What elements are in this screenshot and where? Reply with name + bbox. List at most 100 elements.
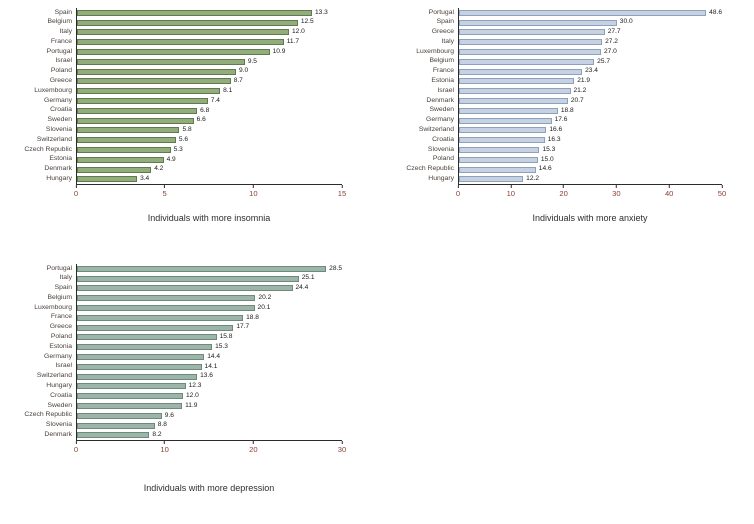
value-label: 24.4 (295, 284, 309, 292)
value-label: 27.0 (604, 47, 617, 55)
tick-mark (721, 185, 723, 189)
category-label: Spain (54, 8, 72, 16)
value-label: 12.5 (300, 18, 314, 26)
bar-track: 8.8 (76, 420, 342, 431)
bar-row: Greece 17.7 (8, 322, 370, 333)
x-axis-tick: 5 (163, 185, 167, 198)
bar-row: Israel 14.1 (8, 361, 370, 372)
tick-mark (75, 185, 77, 189)
value-label: 6.6 (196, 116, 206, 124)
value-label: 23.4 (585, 67, 598, 75)
value-label: 15.3 (215, 342, 228, 350)
bar-row: Germany 7.4 (8, 96, 370, 106)
value-label: 15.0 (540, 155, 554, 163)
value-label: 4.9 (166, 155, 176, 163)
x-axis-tick: 20 (559, 185, 568, 199)
value-label: 3.4 (140, 175, 150, 183)
bar-row: Sweden 18.8 (390, 105, 750, 116)
value-label: 4.2 (154, 165, 164, 173)
value-label: 8.8 (157, 421, 167, 429)
value-label: 30.0 (619, 18, 633, 26)
bar (77, 166, 152, 173)
bar-track: 5.6 (76, 135, 342, 146)
value-label: 8.7 (233, 77, 243, 85)
value-label: 10.9 (272, 47, 286, 55)
value-label: 6.8 (200, 106, 210, 114)
bar-track: 15.3 (458, 145, 722, 155)
value-label: 11.9 (185, 401, 198, 409)
value-label: 11.7 (286, 37, 300, 45)
bar-track: 27.7 (458, 27, 722, 38)
bar-row: Hungary 3.4 (8, 174, 370, 185)
value-label: 28.5 (329, 264, 342, 272)
bar-row: Luxembourg 8.1 (8, 86, 370, 97)
bar (459, 88, 571, 95)
bar-track: 5.8 (76, 125, 342, 136)
tick-label: 0 (73, 189, 79, 199)
category-label: Croatia (50, 391, 72, 399)
category-label: Poland (50, 333, 72, 341)
tick-label: 40 (664, 189, 674, 199)
bar (77, 78, 231, 85)
bar-track: 6.6 (76, 115, 342, 126)
bar-track: 17.7 (76, 322, 342, 333)
bar-track: 10.9 (76, 47, 342, 57)
bar-track: 15.3 (76, 342, 342, 353)
bar (77, 49, 270, 56)
bar-row: Hungary 12.3 (8, 381, 370, 392)
plot-area: Portugal 48.6 Spain 30.0 Greece 27.7 Italy 27.2… (390, 8, 750, 185)
value-label: 17.6 (554, 116, 568, 124)
value-label: 12.3 (188, 382, 202, 390)
bar-track: 8.7 (76, 76, 342, 87)
tick-mark (341, 441, 343, 445)
tick-label: 20 (559, 189, 568, 199)
tick-label: 15 (337, 189, 347, 199)
bar (77, 383, 186, 390)
bar-row: Spain 13.3 (8, 8, 370, 18)
bar-row: Spain 30.0 (390, 17, 750, 28)
value-label: 9.6 (164, 411, 174, 419)
bar-row: Denmark 20.7 (390, 96, 750, 106)
bar-row: Sweden 11.9 (8, 401, 370, 411)
tick-mark (252, 185, 254, 189)
value-label: 5.8 (182, 126, 192, 134)
value-label: 27.7 (607, 28, 621, 36)
tick-mark (615, 185, 617, 189)
bar (77, 9, 312, 16)
axis-spacer (8, 440, 76, 457)
x-axis-tick: 50 (718, 185, 726, 198)
category-label: Hungary (428, 175, 454, 183)
bar-row: Switzerland 13.6 (8, 371, 370, 382)
x-axis-tick: 30 (612, 185, 621, 198)
x-axis: 0 5 10 15 (8, 184, 370, 201)
bar-row: Sweden 6.6 (8, 115, 370, 126)
bar (459, 176, 524, 183)
category-label: Denmark (44, 431, 72, 439)
x-axis-tick: 0 (456, 185, 460, 198)
category-label: Luxembourg (34, 303, 72, 311)
category-label: Israel (55, 57, 72, 65)
value-label: 14.6 (538, 165, 552, 173)
bar-track: 11.9 (76, 401, 342, 411)
category-label: Spain (436, 18, 454, 26)
category-label: Italy (59, 274, 72, 282)
value-label: 13.3 (314, 8, 328, 16)
value-label: 18.8 (246, 313, 259, 321)
tick-label: 0 (455, 189, 461, 199)
x-axis-tick: 0 (74, 185, 78, 198)
bar (77, 137, 176, 144)
category-label: Slovenia (45, 421, 72, 429)
value-label: 17.7 (236, 323, 250, 331)
value-label: 25.7 (597, 57, 611, 65)
bar (77, 58, 245, 65)
bar-track: 14.1 (76, 361, 342, 372)
x-axis-line: 0 10 20 30 (74, 440, 346, 457)
bar (77, 29, 289, 36)
bar (459, 9, 707, 16)
value-label: 12.0 (292, 28, 305, 36)
category-label: Greece (49, 77, 72, 85)
bar (459, 58, 595, 65)
bar (77, 98, 208, 105)
bar (77, 373, 198, 380)
bar-track: 9.5 (76, 56, 342, 67)
